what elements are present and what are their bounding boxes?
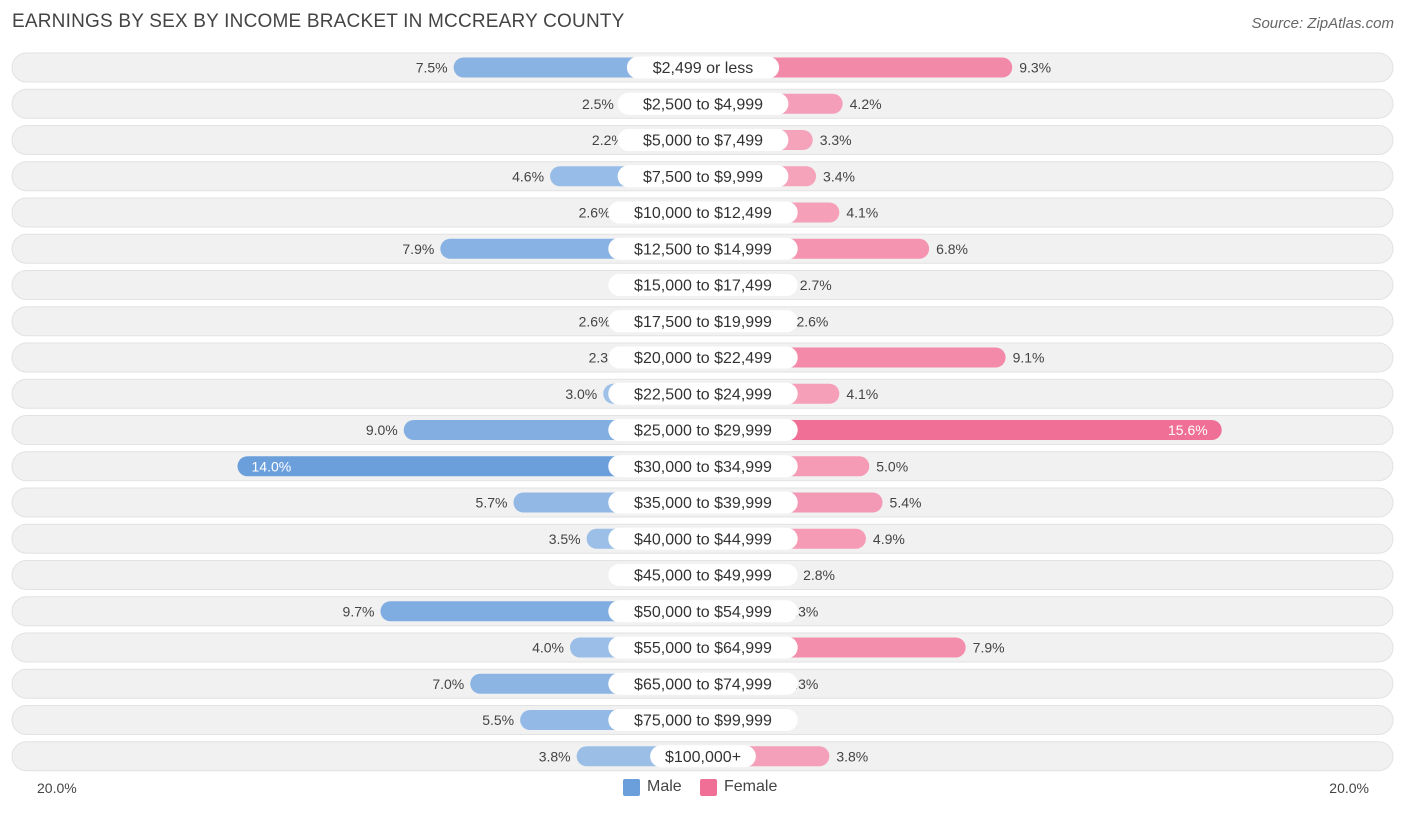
female-value-label: 9.1% (1013, 350, 1045, 366)
male-value-label: 5.7% (476, 495, 508, 511)
female-value-label: 5.0% (876, 458, 908, 474)
male-value-label: 3.5% (549, 531, 581, 547)
category-pill (608, 600, 798, 623)
category-label: $2,500 to $4,999 (643, 96, 763, 113)
category-label: $50,000 to $54,999 (634, 604, 772, 621)
category-label: $20,000 to $22,499 (634, 350, 772, 367)
category-label: $30,000 to $34,999 (634, 459, 772, 476)
category-label: $65,000 to $74,999 (634, 676, 772, 693)
category-label: $22,500 to $24,999 (634, 386, 772, 403)
category-label: $25,000 to $29,999 (634, 423, 772, 440)
category-pill (608, 419, 798, 441)
category-pill (617, 129, 789, 151)
female-value-label: 2.8% (803, 567, 835, 583)
axis-right-label: 20.0% (1329, 780, 1369, 796)
legend-male-label: Male (647, 778, 682, 795)
male-value-label: 4.6% (512, 168, 544, 184)
category-pill (608, 709, 798, 731)
category-label: $75,000 to $99,999 (634, 713, 772, 730)
female-bar (693, 420, 1222, 440)
male-bar (237, 456, 713, 477)
female-value-label: 4.1% (846, 386, 878, 402)
category-pill (608, 201, 798, 224)
category-pill (608, 564, 798, 586)
category-label: $17,500 to $19,999 (634, 314, 772, 331)
male-value-label: 9.7% (343, 603, 375, 619)
female-value-label: 3.3% (820, 132, 852, 148)
female-value-label: 4.2% (850, 96, 882, 112)
category-pill (608, 672, 798, 695)
male-value-label: 3.0% (565, 386, 597, 402)
male-value-label: 4.0% (532, 640, 564, 656)
male-value-label: 2.6% (579, 205, 611, 221)
male-value-label: 5.5% (482, 712, 514, 728)
category-pill (608, 382, 798, 405)
category-pill (608, 636, 798, 659)
male-value-label: 2.2% (592, 132, 624, 148)
female-value-label: 3.8% (836, 748, 868, 764)
category-label: $40,000 to $44,999 (634, 531, 772, 548)
category-label: $7,500 to $9,999 (643, 169, 763, 186)
category-label: $55,000 to $64,999 (634, 640, 772, 657)
source-attribution: Source: ZipAtlas.com (1251, 15, 1394, 32)
axis-left-label: 20.0% (37, 780, 77, 796)
male-value-label: 14.0% (252, 458, 292, 474)
category-label: $100,000+ (665, 749, 741, 766)
female-value-label: 9.3% (1019, 60, 1051, 76)
category-pill (608, 310, 798, 333)
category-label: $45,000 to $49,999 (634, 568, 772, 585)
category-label: $2,499 or less (653, 60, 754, 77)
female-value-label: 5.4% (890, 495, 922, 511)
legend-male: Male (623, 778, 682, 796)
female-value-label: 6.8% (936, 241, 968, 257)
male-value-label: 9.0% (366, 422, 398, 438)
category-pill (608, 274, 798, 296)
category-pill (608, 455, 798, 478)
category-pill (626, 56, 780, 79)
male-value-label: 7.5% (416, 60, 448, 76)
legend-female-swatch (700, 778, 717, 796)
female-value-label: 2.7% (800, 277, 832, 293)
female-value-label: 7.9% (973, 640, 1005, 656)
category-pill (617, 165, 789, 188)
category-label: $10,000 to $12,499 (634, 205, 772, 222)
category-pill (608, 491, 798, 514)
category-pill (608, 346, 798, 369)
chart-title: EARNINGS BY SEX BY INCOME BRACKET IN MCC… (12, 11, 625, 32)
male-value-label: 2.6% (579, 313, 611, 329)
female-value-label: 4.1% (846, 205, 878, 221)
legend-male-swatch (623, 778, 640, 796)
category-pill (608, 237, 798, 260)
category-label: $15,000 to $17,499 (634, 278, 772, 295)
legend-female: Female (700, 778, 777, 796)
male-value-label: 2.5% (582, 96, 614, 112)
category-pill (650, 745, 756, 768)
category-label: $35,000 to $39,999 (634, 495, 772, 512)
legend-female-label: Female (724, 778, 778, 795)
category-pill (608, 527, 798, 550)
category-pill (617, 92, 789, 115)
female-value-label: 3.4% (823, 168, 855, 184)
female-value-label: 15.6% (1168, 422, 1208, 438)
category-label: $12,500 to $14,999 (634, 241, 772, 258)
male-value-label: 7.0% (432, 676, 464, 692)
male-value-label: 7.9% (402, 241, 434, 257)
female-value-label: 4.9% (873, 531, 905, 547)
category-label: $5,000 to $7,499 (643, 133, 763, 150)
female-value-label: 2.6% (796, 313, 828, 329)
male-value-label: 3.8% (539, 748, 571, 764)
